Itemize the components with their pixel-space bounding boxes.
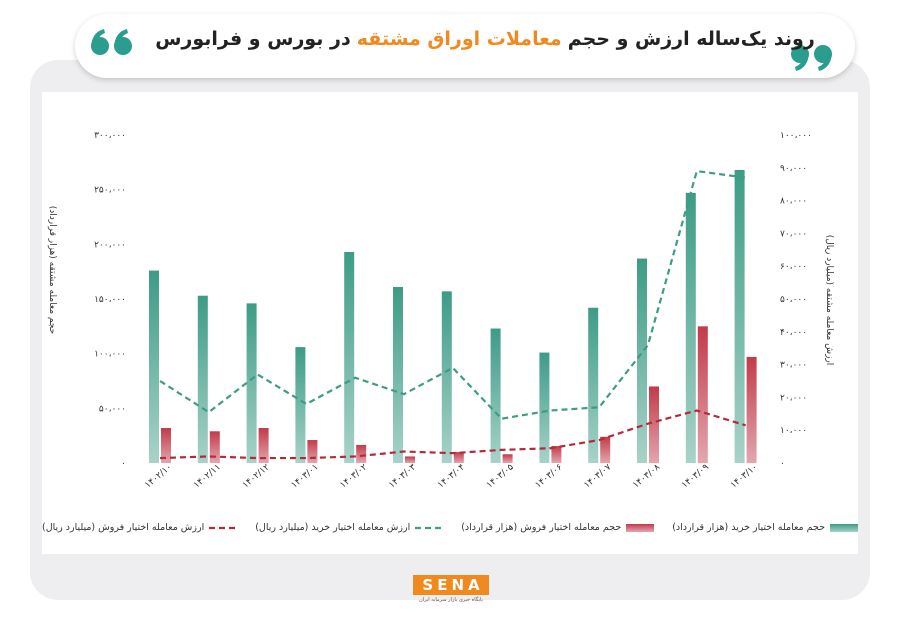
legend-swatch — [626, 523, 655, 532]
legend-swatch — [830, 523, 858, 532]
legend-swatch — [209, 526, 238, 529]
y-tick-label: ۰ — [121, 459, 126, 469]
bar — [149, 270, 159, 463]
y2-tick-label: ۳۰،۰۰۰ — [780, 361, 807, 371]
bar — [197, 295, 208, 463]
y2-tick-label: ۹۰،۰۰۰ — [780, 164, 807, 174]
x-tick-label: ۱۴۰۳/۰۵ — [485, 462, 516, 490]
logo-text: SENA — [413, 575, 489, 595]
x-tick-label: ۱۴۰۳/۰۷ — [582, 462, 613, 490]
bar — [746, 356, 757, 463]
bar — [453, 452, 464, 463]
y2-tick-label: ۱۰،۰۰۰ — [780, 426, 807, 436]
y-tick-label: ۲۵۰،۰۰۰ — [94, 186, 126, 196]
y2-tick-label: ۸۰،۰۰۰ — [780, 197, 807, 207]
x-tick-label: ۱۴۰۳/۰۳ — [387, 462, 418, 490]
bar — [734, 169, 745, 463]
bar — [502, 454, 513, 463]
bar — [539, 352, 550, 463]
legend-item: ارزش معامله اختیار خرید (میلیارد ریال) — [255, 522, 444, 533]
y-tick-label: ۳۰۰،۰۰۰ — [94, 131, 126, 141]
bar — [405, 456, 415, 463]
bar — [490, 328, 501, 463]
y-tick-label: ۵۰،۰۰۰ — [99, 404, 126, 414]
y2-tick-label: ۰ — [780, 459, 785, 469]
legend-item: ارزش معامله اختیار فروش (میلیارد ریال) — [42, 522, 238, 533]
bar — [258, 428, 269, 463]
y2-tick-label: ۱۰۰،۰۰۰ — [780, 131, 812, 141]
y2-tick-label: ۵۰،۰۰۰ — [780, 295, 807, 305]
bar — [697, 326, 708, 463]
legend-item: حجم معامله اختیار خرید (هزار قرارداد) — [672, 522, 858, 533]
x-tick-label: ۱۴۰۳/۰۴ — [436, 462, 467, 490]
y2-tick-label: ۲۰،۰۰۰ — [780, 393, 807, 403]
bar — [161, 428, 171, 463]
title-part: روند یک‌ساله ارزش و حجم — [567, 28, 815, 50]
logo-tagline: پایگاه خبری بازار سرمایه ایران — [419, 597, 483, 603]
y2-axis-title: ارزش معامله مشتقه (میلیارد ریال) — [824, 235, 834, 366]
x-tick-label: ۱۴۰۲/۱۱ — [192, 462, 223, 490]
x-tick-label: ۱۴۰۳/۰۶ — [534, 462, 565, 490]
y-tick-label: ۲۰۰،۰۰۰ — [94, 240, 126, 250]
x-tick-label: ۱۴۰۳/۰۱ — [290, 462, 321, 490]
logo: SENA پایگاه خبری بازار سرمایه ایران — [413, 575, 489, 603]
x-tick-label: ۱۴۰۳/۰۲ — [338, 462, 369, 490]
bar — [637, 258, 647, 463]
bar — [393, 286, 403, 463]
legend-item: حجم معامله اختیار فروش (هزار قرارداد) — [461, 522, 655, 533]
bar — [246, 303, 257, 463]
bar — [600, 436, 611, 463]
bar — [685, 192, 696, 464]
quote-icon — [91, 29, 132, 55]
bar — [551, 446, 562, 463]
y2-tick-label: ۷۰،۰۰۰ — [780, 229, 807, 239]
legend-label: حجم معامله اختیار فروش (هزار قرارداد) — [461, 522, 622, 533]
title-highlight: معاملات اوراق مشتقه — [356, 28, 562, 50]
y-tick-label: ۱۰۰،۰۰۰ — [94, 350, 126, 360]
x-tick-label: ۱۴۰۳/۰۸ — [631, 462, 662, 490]
y-tick-label: ۱۵۰،۰۰۰ — [94, 295, 126, 305]
title-part: در بورس و فرابورس — [155, 28, 351, 50]
y-axis-title: حجم معامله مشتقه (هزار قرارداد) — [47, 206, 57, 335]
bar — [588, 307, 599, 463]
x-tick-label: ۱۴۰۳/۱۰ — [729, 462, 760, 490]
title-bar — [75, 14, 855, 78]
bar — [344, 251, 355, 463]
swatch-bar — [830, 523, 858, 532]
swatch-bar — [626, 523, 655, 532]
bar — [295, 347, 306, 463]
x-tick-label: ۱۴۰۳/۰۹ — [680, 462, 711, 490]
bar — [356, 444, 367, 463]
legend-label: ارزش معامله اختیار خرید (میلیارد ریال) — [255, 522, 411, 533]
bar — [307, 440, 318, 463]
bar — [209, 431, 220, 463]
y2-tick-label: ۴۰،۰۰۰ — [780, 328, 807, 338]
y2-tick-label: ۶۰،۰۰۰ — [780, 262, 807, 272]
legend-label: ارزش معامله اختیار فروش (میلیارد ریال) — [42, 522, 205, 533]
x-tick-label: ۱۴۰۲/۱۲ — [241, 462, 272, 490]
legend-swatch — [415, 526, 444, 529]
legend: حجم معامله اختیار خرید (هزار قرارداد) حجم… — [42, 522, 858, 533]
bar — [649, 386, 659, 463]
bar — [441, 291, 452, 463]
quote-icon — [791, 45, 832, 71]
title: روند یک‌ساله ارزش و حجم معاملات اوراق مش… — [140, 28, 830, 50]
line — [159, 409, 746, 460]
x-tick-label: ۱۴۰۲/۱۰ — [143, 462, 174, 490]
legend-label: حجم معامله اختیار خرید (هزار قرارداد) — [672, 522, 825, 533]
